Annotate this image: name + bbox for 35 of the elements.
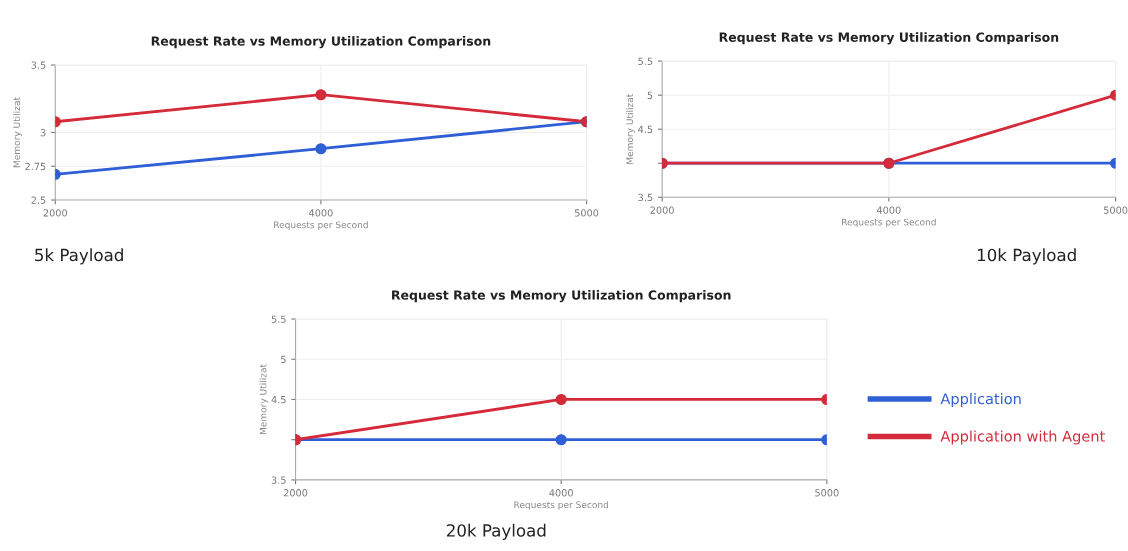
y-tick-label: 3.5 — [31, 61, 46, 69]
text: 20k Payload — [446, 523, 546, 540]
y-axis-title: Memory Utilizat — [259, 364, 269, 435]
y-tick-label: 3 — [40, 128, 46, 137]
y-tick-label: 5.5 — [271, 315, 286, 323]
y-tick-label: 5 — [647, 91, 653, 100]
chart-title: Request Rate vs Memory Utilization Comparison — [151, 36, 491, 49]
x-axis-title: Requests per Second — [842, 218, 936, 228]
x-tick-label: 5000 — [815, 489, 839, 497]
x-tick-label: 4000 — [549, 489, 573, 497]
x-tick-label: 2000 — [43, 209, 67, 217]
x-tick-label: 5000 — [574, 209, 599, 217]
y-tick-label: 3.5 — [271, 476, 286, 484]
text: 5k Payload — [35, 248, 123, 265]
x-tick-label: 4000 — [876, 206, 901, 214]
y-tick-label: 4.5 — [638, 125, 653, 134]
x-tick-label: 5000 — [1103, 206, 1128, 214]
legend-label: Application with Agent — [940, 430, 1105, 445]
y-tick-label: 3.5 — [638, 193, 653, 202]
y-tick-label: 5.5 — [638, 57, 653, 65]
y-tick-label: 2.5 — [31, 196, 46, 204]
x-axis-title: Requests per Second — [274, 221, 368, 230]
y-tick-label: 4.5 — [271, 396, 286, 404]
y-axis-title: Memory Utilizat — [626, 93, 635, 164]
chart-title: Request Rate vs Memory Utilization Comparison — [719, 32, 1059, 45]
legend-label: Application — [940, 392, 1021, 408]
y-tick-label: 5 — [281, 355, 286, 364]
x-tick-label: 2000 — [283, 489, 308, 497]
y-axis-title: Memory Utilizat — [13, 97, 22, 168]
chart-title: Request Rate vs Memory Utilization Comparison — [392, 290, 731, 303]
x-tick-label: 4000 — [309, 209, 333, 217]
y-tick-label: 2.75 — [25, 162, 46, 171]
x-tick-label: 2000 — [650, 206, 674, 214]
x-axis-title: Requests per Second — [514, 501, 609, 510]
text: 10k Payload — [977, 248, 1076, 265]
